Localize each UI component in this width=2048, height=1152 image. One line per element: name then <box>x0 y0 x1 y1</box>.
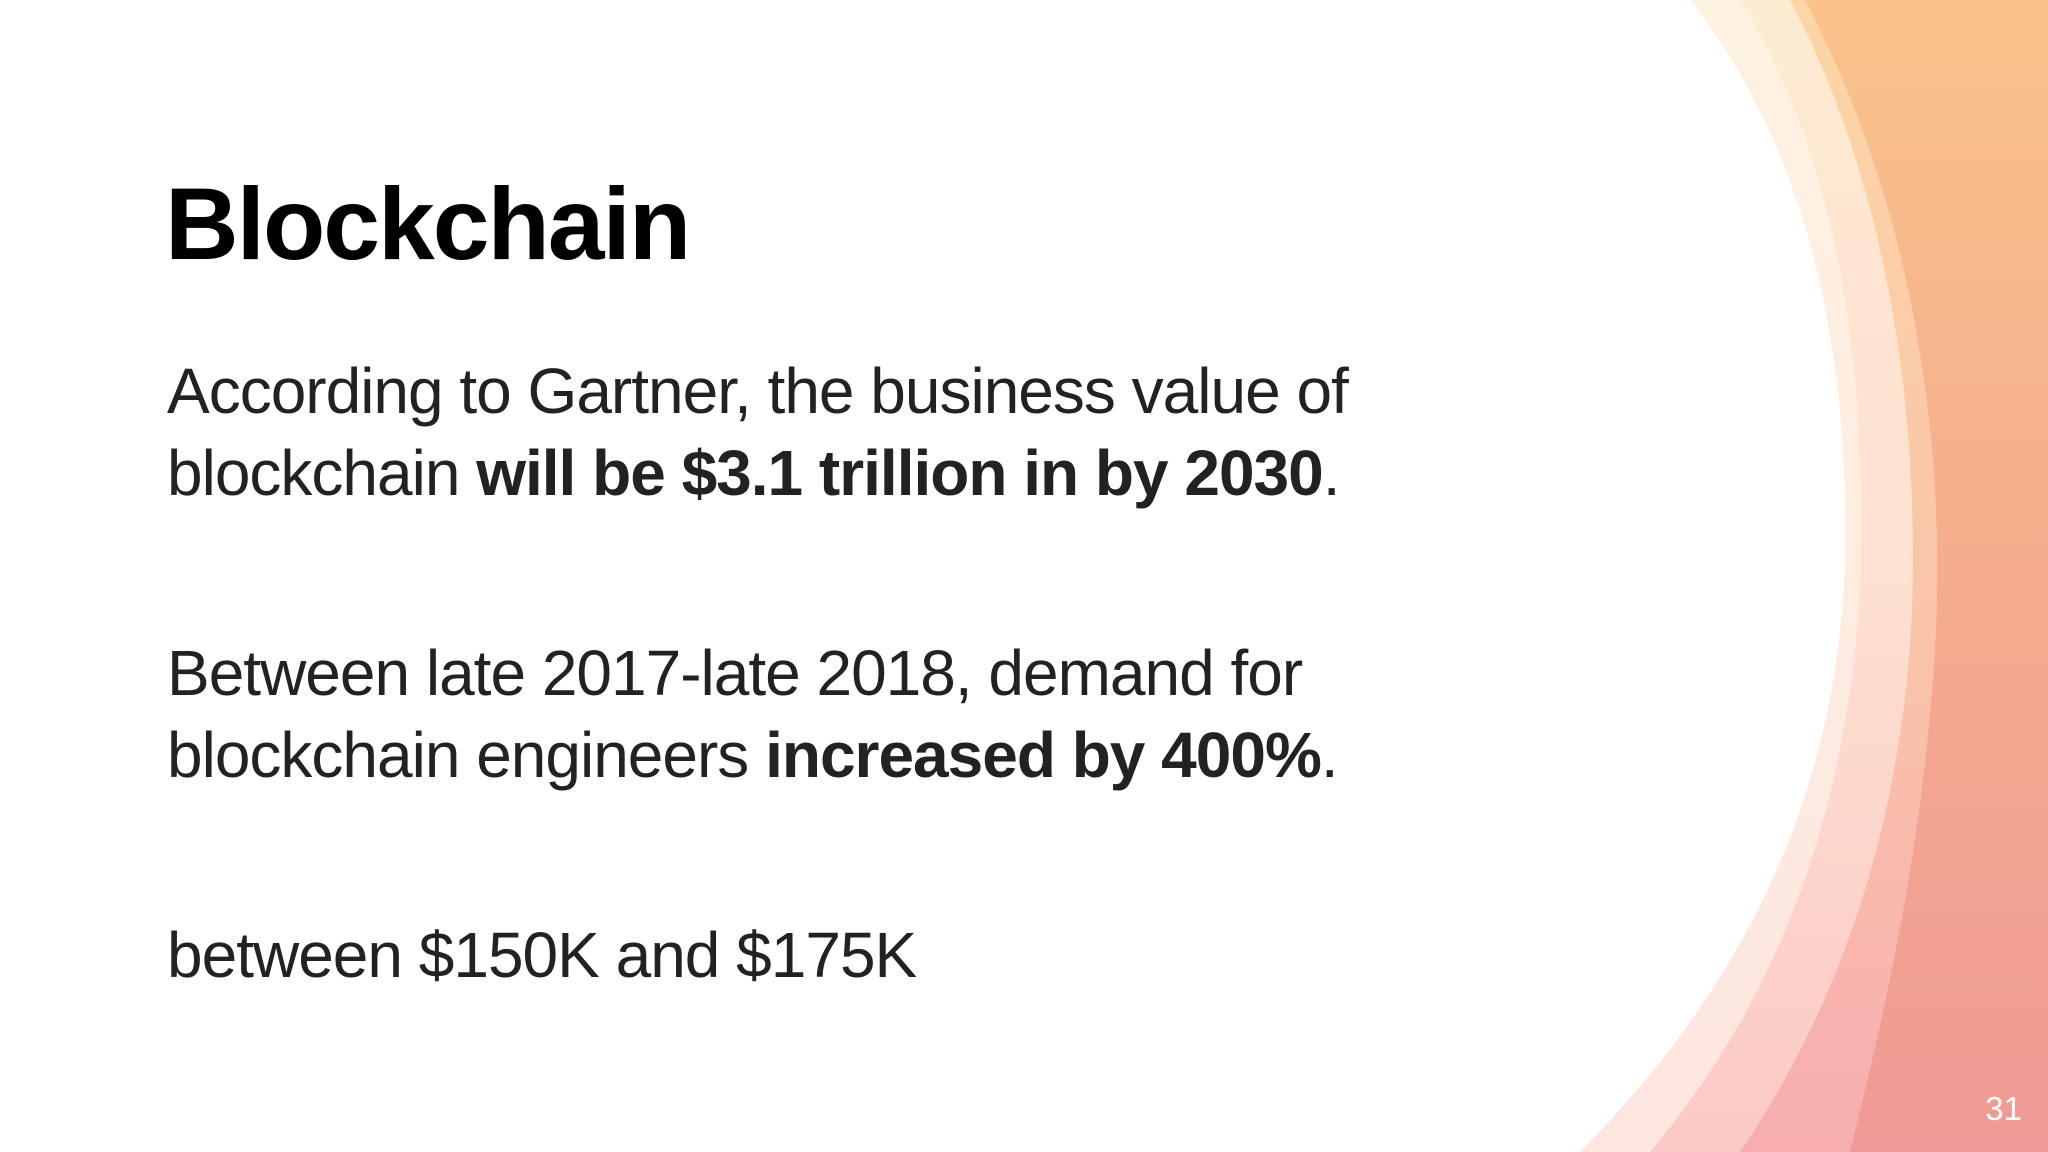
paragraph-engineer-demand: Between late 2017-late 2018, demand for … <box>167 632 1467 796</box>
wave-outer <box>1805 0 2048 1152</box>
paragraph-suffix: . <box>1322 437 1341 509</box>
paragraph-gartner-value: According to Gartner, the business value… <box>167 350 1467 514</box>
page-number: 31 <box>1985 1090 2022 1127</box>
paragraph-highlight: increased by 400% <box>765 719 1322 791</box>
paragraph-suffix: . <box>1320 719 1339 791</box>
paragraph-highlight: will be $3.1 trillion in by 2030 <box>476 437 1324 509</box>
paragraph-text: between $150K and $175K <box>167 919 917 991</box>
paragraph-text: According to Gartner, the business value… <box>167 355 1349 509</box>
paragraph-text: Between late 2017-late 2018, demand for … <box>167 637 1303 791</box>
slide-body: According to Gartner, the business value… <box>167 350 1467 996</box>
paragraph-salary-range: between $150K and $175K <box>167 914 1467 996</box>
slide-title: Blockchain <box>165 167 691 281</box>
